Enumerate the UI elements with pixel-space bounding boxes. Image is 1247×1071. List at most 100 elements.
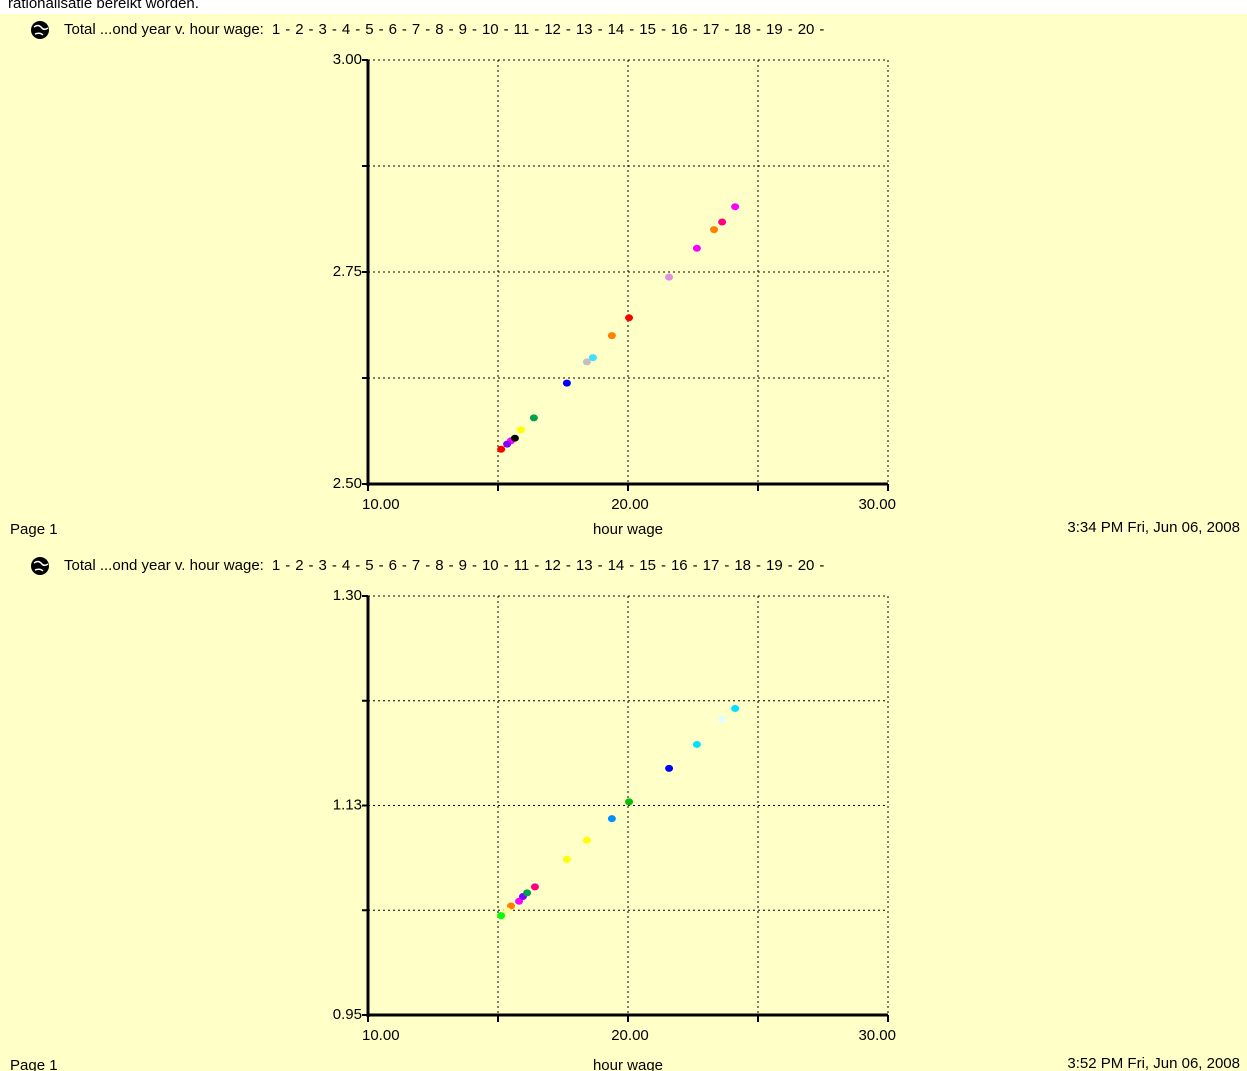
data-point bbox=[718, 715, 727, 723]
legend-entry: 1 bbox=[272, 557, 280, 574]
x-axis-label: hour wage bbox=[593, 521, 663, 538]
legend-separator: - bbox=[504, 557, 509, 574]
chart-icon bbox=[31, 21, 49, 39]
legend-separator: - bbox=[819, 21, 824, 38]
timestamp: 3:34 PM Fri, Jun 06, 2008 bbox=[1067, 519, 1240, 536]
legend-separator: - bbox=[472, 557, 477, 574]
y-tick-label: 3.00 bbox=[333, 51, 362, 68]
y-tick-label: 1.30 bbox=[333, 587, 362, 604]
data-point bbox=[582, 358, 591, 366]
legend-separator: - bbox=[756, 21, 761, 38]
legend-separator: - bbox=[756, 557, 761, 574]
chart-icon-detail bbox=[33, 24, 49, 36]
timestamp: 3:52 PM Fri, Jun 06, 2008 bbox=[1067, 1055, 1240, 1071]
legend-separator: - bbox=[693, 21, 698, 38]
legend-entry: 5 bbox=[365, 21, 373, 38]
data-point bbox=[562, 855, 571, 863]
legend-entry: 7 bbox=[412, 21, 420, 38]
legend-separator: - bbox=[379, 21, 384, 38]
y-tick-label: 2.75 bbox=[333, 263, 362, 280]
data-point bbox=[523, 889, 532, 897]
x-tick-label: 30.00 bbox=[858, 496, 896, 513]
y-tick-label: 0.95 bbox=[333, 1006, 362, 1023]
legend-separator: - bbox=[598, 557, 603, 574]
legend-separator: - bbox=[425, 557, 430, 574]
legend-separator: - bbox=[285, 557, 290, 574]
page-label: Page 1 bbox=[10, 1057, 58, 1071]
legend-entry: 3 bbox=[319, 21, 327, 38]
x-tick-label: 20.00 bbox=[611, 1027, 649, 1044]
legend-separator: - bbox=[285, 21, 290, 38]
legend-separator: - bbox=[425, 21, 430, 38]
legend-separator: - bbox=[379, 557, 384, 574]
legend-separator: - bbox=[724, 21, 729, 38]
legend-entry: 8 bbox=[435, 557, 443, 574]
legend-entry: 12 bbox=[544, 21, 561, 38]
data-point bbox=[607, 332, 616, 340]
legend-entry: 11 bbox=[514, 21, 530, 38]
data-point bbox=[625, 798, 634, 806]
legend-entry: 16 bbox=[671, 557, 688, 574]
legend-separator: - bbox=[402, 557, 407, 574]
legend-entry: 18 bbox=[734, 557, 751, 574]
data-point bbox=[718, 218, 727, 226]
data-point bbox=[562, 379, 571, 387]
chart-title: Total ...ond year v. hour wage: bbox=[64, 21, 264, 38]
legend-entry: 15 bbox=[639, 21, 656, 38]
x-axis-label: hour wage bbox=[593, 1057, 663, 1071]
data-point bbox=[692, 740, 701, 748]
legend-entry: 2 bbox=[295, 21, 303, 38]
legend-entry: 4 bbox=[342, 21, 350, 38]
legend-separator: - bbox=[693, 557, 698, 574]
legend-separator: - bbox=[332, 557, 337, 574]
legend-separator: - bbox=[629, 21, 634, 38]
data-point bbox=[710, 226, 719, 234]
data-point bbox=[665, 764, 674, 772]
legend-entry: 17 bbox=[703, 21, 720, 38]
legend-entry: 6 bbox=[389, 557, 397, 574]
legend-separator: - bbox=[661, 557, 666, 574]
legend-separator: - bbox=[724, 557, 729, 574]
legend-separator: - bbox=[332, 21, 337, 38]
legend-separator: - bbox=[661, 21, 666, 38]
legend-entry: 9 bbox=[459, 21, 467, 38]
legend-entry: 19 bbox=[766, 557, 783, 574]
data-point bbox=[692, 244, 701, 252]
legend-entry: 19 bbox=[766, 21, 783, 38]
caption: rationalisatie bereikt worden. bbox=[8, 0, 199, 12]
legend-entry: 4 bbox=[342, 557, 350, 574]
x-tick-label: 20.00 bbox=[611, 496, 649, 513]
data-point bbox=[503, 440, 512, 448]
legend-separator: - bbox=[504, 21, 509, 38]
legend-separator: - bbox=[309, 557, 314, 574]
x-tick-label: 10.00 bbox=[362, 1027, 400, 1044]
legend-entry: 14 bbox=[608, 21, 625, 38]
legend-entry: 5 bbox=[365, 557, 373, 574]
chart-icon bbox=[31, 557, 49, 575]
legend-separator: - bbox=[788, 557, 793, 574]
x-tick-label: 10.00 bbox=[362, 496, 400, 513]
legend-entry: 16 bbox=[671, 21, 688, 38]
chart-icon-detail bbox=[33, 560, 49, 572]
data-point bbox=[510, 434, 519, 442]
legend-entry: 9 bbox=[459, 557, 467, 574]
data-point bbox=[530, 883, 539, 891]
data-point bbox=[497, 445, 506, 453]
legend-separator: - bbox=[598, 21, 603, 38]
data-point bbox=[516, 426, 525, 434]
page-label: Page 1 bbox=[10, 521, 58, 538]
data-point bbox=[625, 314, 634, 322]
legend-separator: - bbox=[472, 21, 477, 38]
legend-separator: - bbox=[819, 557, 824, 574]
legend-entry: 1 bbox=[272, 21, 280, 38]
legend-separator: - bbox=[402, 21, 407, 38]
legend-entry: 15 bbox=[639, 557, 656, 574]
legend-separator: - bbox=[449, 557, 454, 574]
legend-separator: - bbox=[355, 21, 360, 38]
data-point bbox=[529, 414, 538, 422]
legend-separator: - bbox=[355, 557, 360, 574]
legend-separator: - bbox=[309, 21, 314, 38]
y-tick-label: 2.50 bbox=[333, 475, 362, 492]
legend-separator: - bbox=[449, 21, 454, 38]
